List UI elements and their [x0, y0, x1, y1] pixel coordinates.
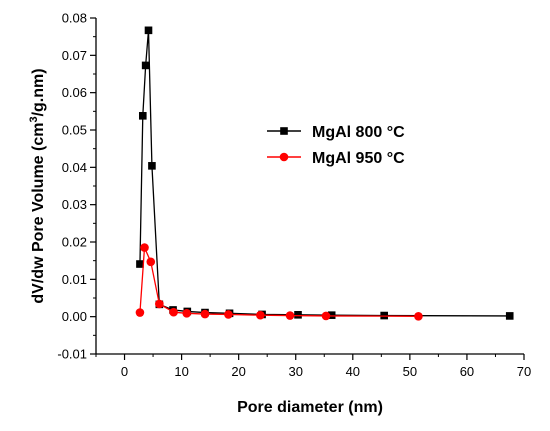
data-point — [140, 243, 149, 252]
data-point — [136, 260, 144, 268]
y-axis-title-tail: /g.nm) — [30, 68, 47, 116]
y-tick-label: 0.01 — [62, 272, 87, 287]
data-point — [182, 309, 192, 318]
data-point — [505, 312, 514, 320]
data-point — [135, 308, 145, 317]
y-axis-title: dV/dw Pore Volume (cm3/g.nm) — [28, 68, 47, 303]
y-tick-label: 0.07 — [62, 48, 87, 63]
y-axis-title-superscript: 3 — [28, 116, 40, 122]
legend-label: MgAl 950 °C — [312, 150, 405, 167]
y-tick-label: 0.02 — [62, 235, 87, 250]
axes: 0 10 20 30 40 50 60 70 -0.01 0.00 0.01 0.02 0.03 0.04… — [28, 11, 531, 417]
x-tick-label: 50 — [403, 364, 417, 379]
y-tick-label: 0.05 — [62, 123, 87, 138]
data-point — [200, 309, 210, 319]
legend: MgAl 800 °C MgAl 950 °C — [267, 124, 405, 167]
y-tick-label: -0.01 — [57, 347, 87, 362]
data-point — [155, 299, 164, 309]
y-tick-label: 0.04 — [62, 160, 87, 175]
data-point — [327, 311, 336, 319]
x-tick-label: 60 — [460, 364, 474, 379]
data-point — [138, 112, 147, 120]
y-tick-label: 0.08 — [62, 11, 87, 26]
y-tick-label: 0.00 — [62, 309, 87, 324]
y-tick-label: 0.03 — [62, 197, 87, 212]
data-point — [144, 26, 153, 35]
plot-area — [135, 26, 514, 321]
data-point — [146, 257, 156, 267]
legend-entry-2: MgAl 950 °C — [267, 150, 405, 167]
data-point — [294, 311, 302, 319]
x-tick-label: 70 — [517, 364, 531, 379]
legend-label: MgAl 800 °C — [312, 124, 405, 141]
x-tick-label: 30 — [288, 364, 302, 379]
data-point — [256, 310, 265, 320]
data-point — [169, 307, 178, 317]
data-point — [414, 311, 423, 321]
series-2 — [135, 243, 423, 321]
y-tick-label: 0.06 — [62, 85, 87, 100]
x-axis-title: Pore diameter (nm) — [237, 399, 383, 416]
data-point — [148, 162, 156, 170]
data-point — [321, 311, 331, 321]
x-tick-label: 0 — [121, 364, 128, 379]
data-point — [224, 310, 233, 319]
data-point — [285, 311, 295, 320]
x-tick-label: 20 — [231, 364, 245, 379]
legend-entry-1: MgAl 800 °C — [267, 124, 405, 141]
legend-marker — [280, 127, 288, 135]
data-point — [141, 61, 150, 70]
y-axis-title-main: dV/dw Pore Volume (cm — [30, 123, 47, 304]
x-tick-label: 10 — [174, 364, 188, 379]
x-tick-label: 40 — [346, 364, 360, 379]
legend-marker — [279, 152, 289, 162]
